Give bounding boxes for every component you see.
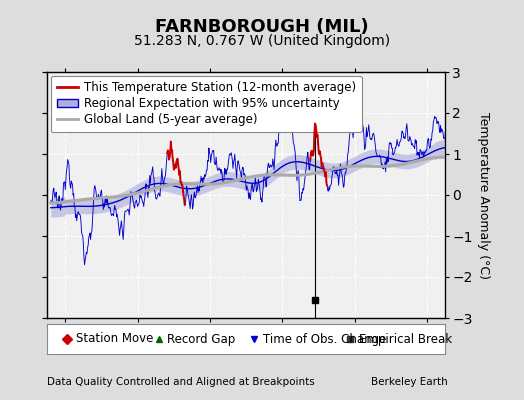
Text: Berkeley Earth: Berkeley Earth [372,377,448,387]
Text: Record Gap: Record Gap [168,332,236,346]
Text: Data Quality Controlled and Aligned at Breakpoints: Data Quality Controlled and Aligned at B… [47,377,315,387]
Text: Empirical Break: Empirical Break [358,332,452,346]
Text: 51.283 N, 0.767 W (United Kingdom): 51.283 N, 0.767 W (United Kingdom) [134,34,390,48]
Text: FARNBOROUGH (MIL): FARNBOROUGH (MIL) [155,18,369,36]
Text: Time of Obs. Change: Time of Obs. Change [263,332,386,346]
Legend: This Temperature Station (12-month average), Regional Expectation with 95% uncer: This Temperature Station (12-month avera… [51,76,362,132]
Text: Station Move: Station Move [76,332,153,346]
Y-axis label: Temperature Anomaly (°C): Temperature Anomaly (°C) [476,112,489,278]
